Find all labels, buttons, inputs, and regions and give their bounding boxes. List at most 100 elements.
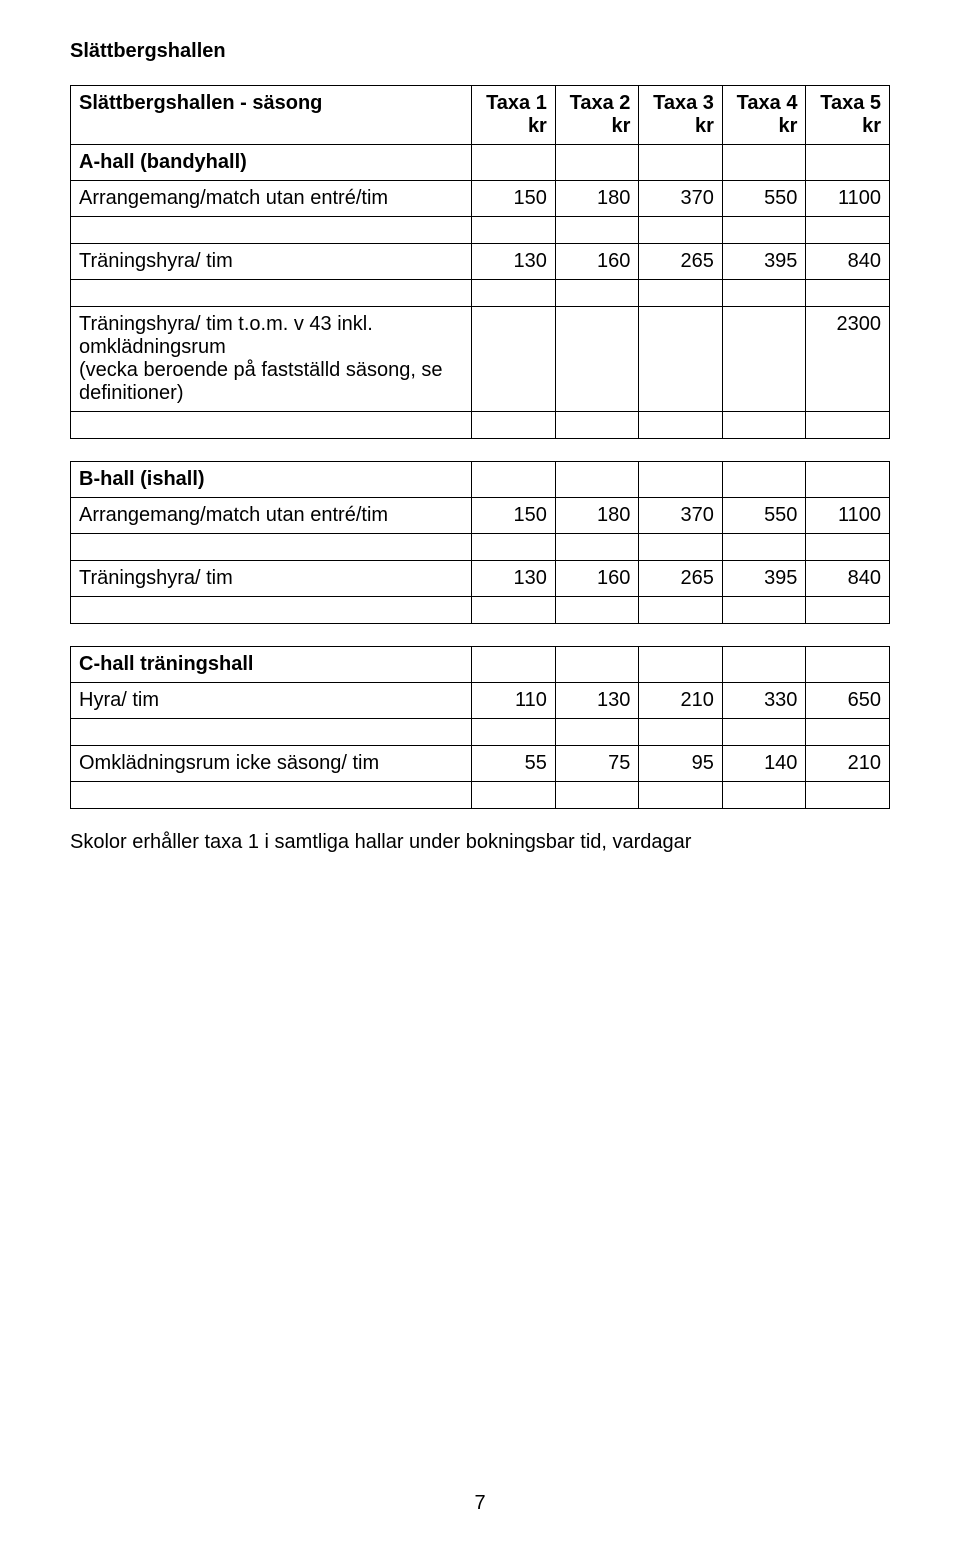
table-row: Omklädningsrum icke säsong/ tim 55 75 95… [71,746,890,782]
cell: 180 [555,181,639,217]
cell: 210 [806,746,890,782]
cell: 2300 [806,307,890,412]
cell-empty [639,307,723,412]
spacer-row [71,534,890,561]
spacer-row [71,412,890,439]
table-c-hall: C-hall träningshall Hyra/ tim 110 130 21… [70,646,890,809]
taxa-unit: kr [862,115,881,137]
cell: 75 [555,746,639,782]
taxa-name: Taxa 5 [820,92,881,114]
cell-empty [472,462,556,498]
page-number: 7 [0,1492,960,1515]
header-row: Slättbergshallen - säsong Taxa 1 kr Taxa… [71,86,890,145]
cell: 265 [639,561,723,597]
taxa-header-4: Taxa 4 kr [722,86,806,145]
row-label: Arrangemang/match utan entré/tim [71,181,472,217]
cell: 840 [806,244,890,280]
cell-empty [722,307,806,412]
table-row: Hyra/ tim 110 130 210 330 650 [71,683,890,719]
spacer-row [71,782,890,809]
cell-empty [806,145,890,181]
cell: 150 [472,498,556,534]
cell: 370 [639,498,723,534]
spacer-row [71,280,890,307]
cell: 110 [472,683,556,719]
section-head-row: A-hall (bandyhall) [71,145,890,181]
taxa-header-3: Taxa 3 kr [639,86,723,145]
spacer-row [71,217,890,244]
row-label-line2: (vecka beroende på fastställd säsong, se… [79,359,443,404]
cell-empty [639,145,723,181]
cell: 130 [555,683,639,719]
cell: 150 [472,181,556,217]
cell: 140 [722,746,806,782]
table-a-hall: Slättbergshallen - säsong Taxa 1 kr Taxa… [70,85,890,439]
table-row: Träningshyra/ tim 130 160 265 395 840 [71,244,890,280]
cell: 395 [722,561,806,597]
taxa-name: Taxa 2 [570,92,631,114]
cell-empty [806,647,890,683]
page-title: Slättbergshallen [70,40,890,63]
cell: 180 [555,498,639,534]
cell: 265 [639,244,723,280]
taxa-unit: kr [528,115,547,137]
cell: 550 [722,181,806,217]
section-head: A-hall (bandyhall) [71,145,472,181]
cell-empty [555,307,639,412]
cell: 95 [639,746,723,782]
taxa-header-1: Taxa 1 kr [472,86,556,145]
spacer-row [71,597,890,624]
row-label: Omklädningsrum icke säsong/ tim [71,746,472,782]
cell: 840 [806,561,890,597]
cell: 160 [555,244,639,280]
cell: 550 [722,498,806,534]
taxa-unit: kr [611,115,630,137]
cell-empty [555,462,639,498]
page: Slättbergshallen Slättbergshallen - säso… [0,0,960,1545]
table-row: Arrangemang/match utan entré/tim 150 180… [71,498,890,534]
table-b-hall: B-hall (ishall) Arrangemang/match utan e… [70,461,890,624]
table-row: Arrangemang/match utan entré/tim 150 180… [71,181,890,217]
cell: 395 [722,244,806,280]
cell: 55 [472,746,556,782]
row-label: Träningshyra/ tim [71,561,472,597]
cell: 370 [639,181,723,217]
row-label: Träningshyra/ tim t.o.m. v 43 inkl. omkl… [71,307,472,412]
cell-empty [806,462,890,498]
cell-empty [722,647,806,683]
table-row: Träningshyra/ tim t.o.m. v 43 inkl. omkl… [71,307,890,412]
cell: 210 [639,683,723,719]
taxa-name: Taxa 1 [486,92,547,114]
taxa-header-5: Taxa 5 kr [806,86,890,145]
cell-empty [639,647,723,683]
cell: 330 [722,683,806,719]
cell-empty [472,145,556,181]
cell: 1100 [806,181,890,217]
cell: 130 [472,244,556,280]
cell-empty [639,462,723,498]
row-label: Arrangemang/match utan entré/tim [71,498,472,534]
taxa-name: Taxa 4 [737,92,798,114]
section-head-row: C-hall träningshall [71,647,890,683]
taxa-name: Taxa 3 [653,92,714,114]
taxa-header-2: Taxa 2 kr [555,86,639,145]
section-head-row: B-hall (ishall) [71,462,890,498]
taxa-unit: kr [695,115,714,137]
cell-empty [555,145,639,181]
cell: 1100 [806,498,890,534]
row-label: Hyra/ tim [71,683,472,719]
header-title-text: Slättbergshallen - säsong [79,92,322,114]
cell: 650 [806,683,890,719]
section-head: C-hall träningshall [71,647,472,683]
header-title: Slättbergshallen - säsong [71,86,472,145]
section-head: B-hall (ishall) [71,462,472,498]
table-row: Träningshyra/ tim 130 160 265 395 840 [71,561,890,597]
row-label: Träningshyra/ tim [71,244,472,280]
cell-empty [472,307,556,412]
footnote: Skolor erhåller taxa 1 i samtliga hallar… [70,831,890,854]
spacer-row [71,719,890,746]
cell: 130 [472,561,556,597]
cell-empty [722,462,806,498]
taxa-unit: kr [779,115,798,137]
cell-empty [555,647,639,683]
